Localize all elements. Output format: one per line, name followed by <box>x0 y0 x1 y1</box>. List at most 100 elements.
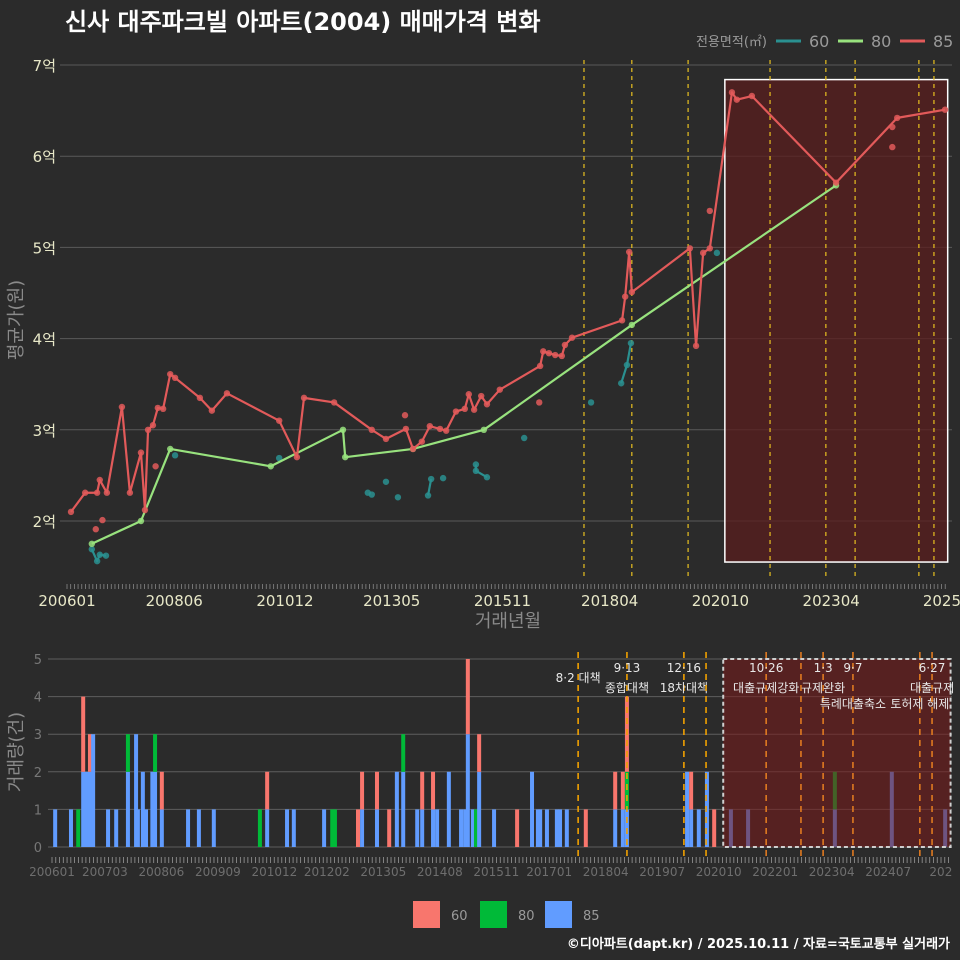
bar-segment-85 <box>159 809 164 847</box>
bar-segment-85 <box>613 809 618 847</box>
data-point-85 <box>551 351 559 359</box>
bar-segment-85 <box>150 771 155 847</box>
bar-segment-85 <box>704 771 709 847</box>
data-point-85 <box>159 405 167 413</box>
data-point-85 <box>748 92 756 100</box>
bar-segment-80 <box>76 809 81 847</box>
bar-segment-85 <box>431 809 436 847</box>
event-label: 특례대출축소 <box>820 697 886 711</box>
bar-segment-85 <box>420 809 425 847</box>
y-tick-label: 0 <box>34 841 42 856</box>
bar-segment-85 <box>564 809 569 847</box>
data-point-85 <box>99 516 106 524</box>
bar-segment-85 <box>446 771 451 847</box>
legend-label-80: 80 <box>518 909 535 924</box>
event-date: 9·7 <box>843 661 862 675</box>
data-point-80 <box>342 453 349 461</box>
data-point-60 <box>483 474 491 481</box>
data-point-85 <box>330 399 338 406</box>
data-point-85 <box>470 406 478 413</box>
y-tick-label: 1 <box>34 803 42 818</box>
data-point-85 <box>699 249 707 257</box>
data-point-85 <box>832 179 840 186</box>
y-tick-label: 4 <box>34 691 42 706</box>
bar-segment-85 <box>144 809 149 847</box>
data-point-85 <box>561 341 569 349</box>
bar-segment-60 <box>360 771 365 810</box>
event-date: 9·13 <box>614 661 641 675</box>
bar-segment-85 <box>360 809 365 847</box>
legend-swatch-60 <box>413 901 440 928</box>
bar-segment-85 <box>106 809 111 847</box>
data-point-85 <box>223 390 231 397</box>
highlight-box <box>722 658 952 848</box>
bar-segment-85 <box>81 771 86 847</box>
data-point-85 <box>545 349 553 357</box>
legend-label-60: 60 <box>451 909 468 924</box>
bar-segment-85 <box>620 809 625 847</box>
bar-segment-85 <box>153 771 158 847</box>
y-tick-label: 2 <box>34 766 42 781</box>
y-tick-label: 6억 <box>33 148 56 166</box>
data-point-60 <box>623 361 631 369</box>
data-point-85 <box>558 352 566 360</box>
data-point-60 <box>394 494 402 501</box>
data-point-85 <box>443 427 450 434</box>
x-tick-label: 202201 <box>752 865 798 879</box>
data-point-85 <box>93 489 101 496</box>
data-point-85 <box>382 435 390 443</box>
data-point-60 <box>102 552 110 559</box>
data-point-80 <box>88 540 96 547</box>
data-point-85 <box>628 288 636 296</box>
x-tick-label: 201701 <box>526 865 572 879</box>
chart-title: 신사 대주파크빌 아파트(2004) 매매가격 변화 <box>65 8 540 36</box>
data-point-85 <box>536 362 544 370</box>
bar-segment-85 <box>125 771 130 847</box>
legend-label-60: 60 <box>809 32 829 51</box>
data-point-60 <box>275 454 283 462</box>
data-point-85 <box>208 407 216 414</box>
data-point-85 <box>141 506 149 514</box>
x-tick-label: 201202 <box>304 865 350 879</box>
x-tick-label: 201511 <box>474 592 531 610</box>
data-point-60 <box>382 478 390 485</box>
bar-segment-85 <box>68 809 73 847</box>
x-tick-label: 200806 <box>138 865 184 879</box>
bar-segment-85 <box>374 809 379 847</box>
bar-segment-85 <box>322 809 327 847</box>
x-tick-label: 202407 <box>865 865 911 879</box>
x-tick-label: 202010 <box>696 865 742 879</box>
data-point-85 <box>568 334 576 341</box>
event-label: 규제완화 <box>801 681 845 695</box>
bar-segment-85 <box>415 809 420 847</box>
x-tick-label: 200806 <box>146 592 203 610</box>
bar-segment-60 <box>265 771 270 810</box>
bar-segment-85 <box>135 809 140 847</box>
data-point-60 <box>427 475 435 483</box>
data-point-60 <box>171 452 179 459</box>
data-point-85 <box>418 438 426 445</box>
bar-segment-60 <box>583 809 588 847</box>
bar-segment-60 <box>420 771 425 810</box>
bar-segment-60 <box>374 771 379 810</box>
bar-segment-60 <box>620 771 625 810</box>
series-group <box>67 89 949 565</box>
legend-label-85: 85 <box>583 909 600 924</box>
bar-segment-85 <box>211 809 216 847</box>
event-date: 6·27 <box>919 661 946 675</box>
data-point-60 <box>520 434 528 442</box>
x-tick-label: 201804 <box>581 592 638 610</box>
data-point-85 <box>540 348 547 355</box>
bar-segment-85 <box>114 809 119 847</box>
x-tick-label: 200909 <box>195 865 241 879</box>
series-line-85 <box>70 91 946 513</box>
bar-segment-85 <box>544 809 549 847</box>
data-point-85 <box>496 386 504 393</box>
bar-segment-60 <box>81 696 86 772</box>
y-tick-label: 2억 <box>33 513 56 531</box>
y-axis-title: 거래량(건) <box>6 712 27 792</box>
data-point-60 <box>424 492 432 499</box>
data-point-85 <box>889 143 896 151</box>
x-tick-label: 201012 <box>256 592 313 610</box>
